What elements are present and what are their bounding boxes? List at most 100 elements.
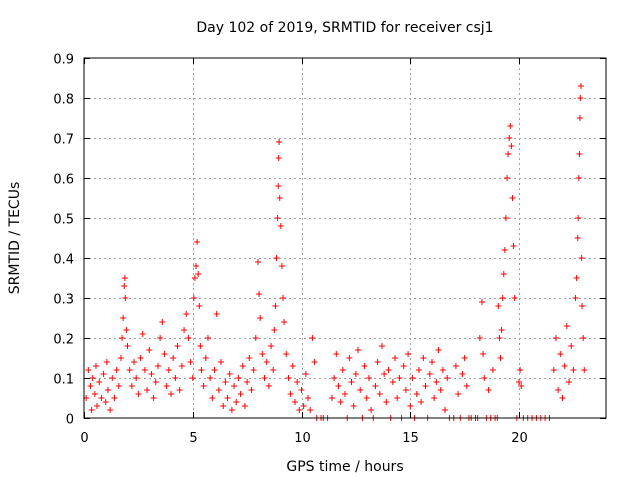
data-point bbox=[168, 391, 174, 397]
data-point bbox=[348, 379, 355, 385]
data-point bbox=[121, 283, 128, 289]
data-point bbox=[485, 387, 492, 393]
data-point bbox=[107, 407, 114, 413]
data-point bbox=[407, 403, 414, 409]
data-point bbox=[331, 375, 338, 381]
data-point bbox=[146, 347, 153, 353]
data-point bbox=[418, 399, 425, 405]
data-point bbox=[273, 255, 280, 261]
x-axis-tick-labels: 0 5 10 15 20 bbox=[80, 431, 527, 446]
y-tick-label: 0.3 bbox=[53, 293, 74, 308]
data-point bbox=[296, 407, 303, 413]
data-point bbox=[276, 139, 283, 145]
data-point bbox=[555, 387, 562, 393]
data-point bbox=[579, 303, 586, 309]
data-point bbox=[102, 399, 109, 405]
data-point bbox=[103, 359, 110, 365]
data-point bbox=[415, 367, 422, 373]
data-point bbox=[239, 363, 246, 369]
data-point bbox=[381, 371, 388, 377]
data-point bbox=[213, 311, 220, 317]
chart-title: Day 102 of 2019, SRMTID for receiver csj… bbox=[196, 20, 493, 36]
data-point bbox=[452, 363, 459, 369]
data-point bbox=[87, 383, 94, 389]
data-point bbox=[248, 387, 255, 393]
data-point bbox=[495, 303, 502, 309]
y-axis-label: SRMTID / TECUs bbox=[7, 182, 23, 295]
data-point bbox=[335, 383, 342, 389]
data-point bbox=[577, 95, 584, 101]
data-point bbox=[550, 367, 557, 373]
y-tick-label: 0.9 bbox=[53, 53, 74, 68]
data-point bbox=[552, 335, 559, 341]
data-point bbox=[233, 399, 240, 405]
y-tick-label: 0.7 bbox=[53, 133, 74, 148]
data-point bbox=[163, 383, 170, 389]
data-point bbox=[252, 335, 259, 341]
data-point bbox=[433, 379, 440, 385]
data-point bbox=[429, 359, 435, 365]
data-point bbox=[220, 403, 227, 409]
x-tick-label: 10 bbox=[294, 431, 311, 446]
data-point bbox=[363, 395, 370, 401]
data-point bbox=[501, 247, 508, 253]
data-point bbox=[509, 195, 516, 201]
data-point bbox=[480, 351, 487, 357]
data-point bbox=[413, 391, 420, 397]
data-point bbox=[333, 351, 340, 357]
data-point bbox=[285, 375, 292, 381]
data-point bbox=[405, 351, 412, 357]
data-point bbox=[170, 355, 177, 361]
data-point bbox=[111, 395, 118, 401]
data-point bbox=[183, 311, 190, 317]
data-point bbox=[402, 387, 409, 393]
data-point bbox=[577, 83, 584, 89]
data-point bbox=[123, 327, 130, 333]
data-point bbox=[191, 275, 198, 281]
data-point bbox=[98, 395, 105, 401]
data-point bbox=[459, 371, 466, 377]
data-point bbox=[193, 263, 200, 269]
data-point bbox=[339, 367, 346, 373]
data-point bbox=[272, 303, 279, 309]
data-point bbox=[431, 395, 438, 401]
data-point bbox=[224, 395, 231, 401]
data-point bbox=[572, 295, 579, 301]
x-tick-label: 0 bbox=[80, 431, 88, 446]
data-point bbox=[119, 335, 126, 341]
data-point bbox=[463, 383, 470, 389]
data-point bbox=[289, 363, 296, 369]
data-point bbox=[500, 271, 507, 277]
data-point bbox=[389, 379, 396, 385]
x-tick-label: 20 bbox=[511, 431, 528, 446]
data-point bbox=[89, 375, 96, 381]
data-point bbox=[517, 367, 524, 373]
x-axis-label: GPS time / hours bbox=[286, 459, 403, 475]
data-point bbox=[195, 271, 202, 277]
data-point bbox=[357, 387, 364, 393]
data-point bbox=[576, 151, 583, 157]
data-point bbox=[294, 379, 301, 385]
data-point bbox=[268, 343, 275, 349]
data-point bbox=[122, 295, 129, 301]
data-point bbox=[281, 319, 288, 325]
data-point bbox=[300, 403, 307, 409]
data-point bbox=[302, 371, 309, 377]
data-point bbox=[287, 391, 294, 397]
data-point bbox=[194, 239, 201, 245]
data-point bbox=[573, 275, 580, 281]
data-point bbox=[479, 299, 486, 305]
data-point bbox=[311, 359, 318, 365]
data-point bbox=[489, 367, 496, 373]
data-point bbox=[161, 351, 168, 357]
data-point bbox=[256, 291, 263, 297]
data-point bbox=[372, 383, 379, 389]
data-point bbox=[578, 255, 585, 261]
data-point bbox=[190, 295, 197, 301]
data-point bbox=[355, 347, 362, 353]
data-point bbox=[263, 359, 270, 365]
data-point bbox=[575, 175, 582, 181]
data-point bbox=[368, 407, 375, 413]
data-point bbox=[274, 215, 281, 221]
data-point bbox=[309, 335, 316, 341]
